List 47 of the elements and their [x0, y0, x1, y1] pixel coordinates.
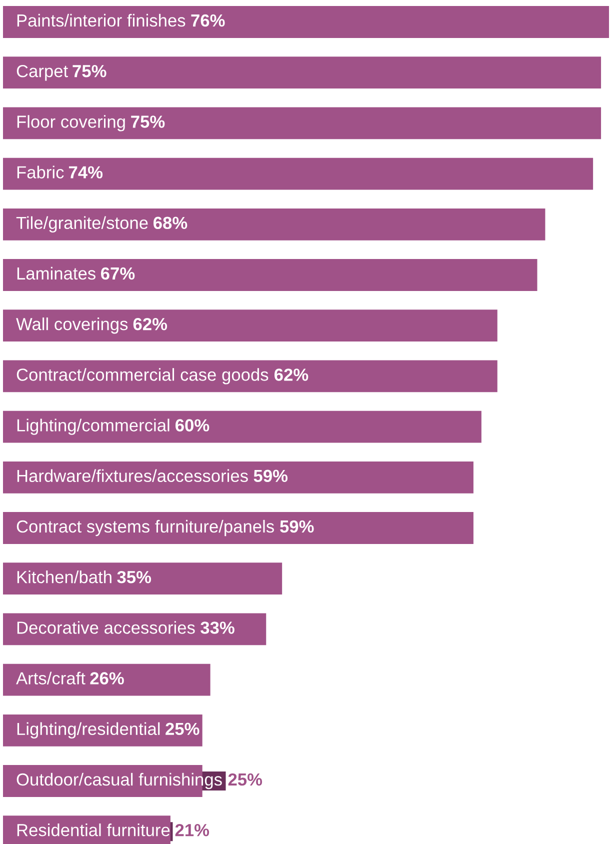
data-label: 25% — [166, 722, 200, 736]
bar — [3, 310, 498, 342]
bar — [3, 461, 474, 494]
y-tick-label: Contract/commercial case goods — [16, 368, 268, 384]
data-label: 25% — [228, 773, 262, 786]
y-tick-label: Outdoor/casual furnishings — [16, 772, 222, 790]
y-tick-label: Floor covering — [17, 115, 125, 132]
data-label: 35% — [117, 570, 152, 584]
y-tick-label: Wall coverings — [16, 318, 128, 334]
y-tick-label: Contract systems furniture/panels — [16, 520, 274, 536]
data-label: 68% — [154, 216, 188, 230]
data-label: 76% — [191, 14, 225, 27]
y-tick-label: Paints/interior finishes — [17, 14, 186, 27]
y-tick-label: Arts/craft — [16, 672, 86, 684]
bar — [3, 410, 482, 443]
data-label: 26% — [90, 672, 124, 684]
bar — [3, 208, 546, 240]
y-tick-label: Lighting/commercial — [17, 418, 170, 435]
data-label: 74% — [68, 166, 103, 178]
bar — [3, 6, 609, 38]
bar — [3, 56, 602, 89]
bar — [3, 107, 602, 140]
y-tick-label: Laminates — [17, 266, 96, 280]
bar — [3, 664, 210, 696]
bar — [3, 259, 538, 291]
y-tick-label: Carpet — [16, 64, 68, 81]
data-label: 60% — [176, 419, 210, 432]
data-label: 59% — [254, 470, 288, 482]
data-label: 67% — [101, 267, 135, 280]
data-label: 62% — [133, 318, 168, 330]
data-label: 62% — [274, 368, 308, 381]
y-tick-label: Lighting/residential — [17, 722, 160, 738]
y-tick-label: Kitchen/bath — [17, 570, 112, 584]
bar — [3, 512, 474, 544]
y-tick-label: Fabric — [17, 166, 64, 178]
data-label: 33% — [200, 622, 234, 634]
bar — [3, 562, 282, 595]
data-label: 59% — [280, 520, 314, 533]
data-label: 21% — [175, 824, 210, 836]
data-label: 75% — [131, 116, 165, 128]
data-label: 75% — [72, 65, 106, 78]
bar — [3, 158, 594, 190]
y-tick-label: Decorative accessories — [17, 621, 195, 634]
y-tick-label: Hardware/fixtures/accessories — [17, 469, 248, 482]
y-tick-label: Residential furniture — [17, 824, 170, 836]
bar — [3, 360, 498, 392]
y-tick-label: Tile/granite/stone — [16, 216, 148, 232]
